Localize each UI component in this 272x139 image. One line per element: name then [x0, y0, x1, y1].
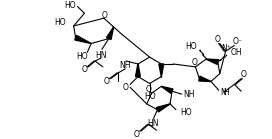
Text: N⁺: N⁺ — [222, 44, 231, 53]
Text: NH: NH — [119, 61, 131, 70]
Text: O: O — [240, 70, 246, 79]
Polygon shape — [206, 59, 218, 64]
Text: NH: NH — [184, 90, 195, 99]
Text: O⁻: O⁻ — [232, 37, 242, 46]
Polygon shape — [161, 86, 173, 93]
Text: OH: OH — [230, 48, 242, 57]
Text: N: N — [221, 88, 227, 97]
Text: HO: HO — [77, 52, 88, 61]
Polygon shape — [75, 35, 91, 44]
Text: O: O — [146, 85, 152, 94]
Text: HO: HO — [54, 18, 66, 27]
Text: HO: HO — [185, 42, 196, 51]
Text: HO: HO — [144, 92, 156, 101]
Text: O: O — [81, 65, 87, 74]
Text: O: O — [215, 35, 221, 44]
Text: HO: HO — [180, 108, 191, 117]
Text: O: O — [122, 83, 128, 92]
Text: O: O — [191, 59, 197, 68]
Text: H: H — [224, 88, 229, 97]
Polygon shape — [156, 104, 170, 112]
Text: HN: HN — [147, 119, 158, 128]
Polygon shape — [159, 64, 164, 77]
Text: HO: HO — [64, 1, 76, 10]
Polygon shape — [135, 64, 140, 77]
Text: O: O — [102, 11, 108, 20]
Text: HN: HN — [95, 51, 107, 60]
Text: O: O — [134, 130, 140, 139]
Text: O: O — [104, 77, 110, 86]
Polygon shape — [106, 27, 114, 40]
Polygon shape — [199, 76, 211, 81]
